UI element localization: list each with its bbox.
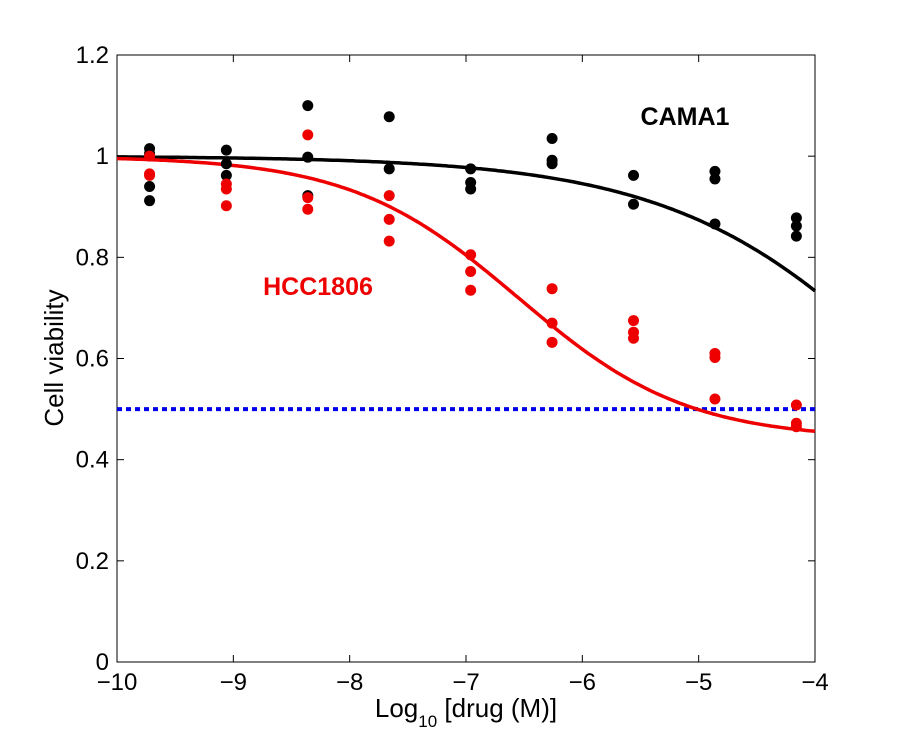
data-point-hcc1806 bbox=[302, 129, 314, 141]
y-tick-label: 0.2 bbox=[76, 548, 109, 575]
data-point-hcc1806 bbox=[465, 284, 477, 296]
y-tick-label: 1 bbox=[96, 143, 109, 170]
x-tick-label: −7 bbox=[452, 669, 479, 696]
data-point-hcc1806 bbox=[465, 249, 477, 261]
data-point-cama1 bbox=[220, 158, 232, 170]
data-point-cama1 bbox=[546, 132, 558, 144]
data-point-hcc1806 bbox=[144, 150, 156, 162]
data-point-cama1 bbox=[383, 163, 395, 175]
data-point-cama1 bbox=[709, 165, 721, 177]
y-tick-label: 0.6 bbox=[76, 346, 109, 373]
plot-area-frame bbox=[116, 54, 816, 663]
data-point-hcc1806 bbox=[383, 190, 395, 202]
data-point-cama1 bbox=[465, 163, 477, 175]
data-point-cama1 bbox=[220, 144, 232, 156]
data-point-hcc1806 bbox=[144, 169, 156, 181]
y-axis-title: Cell viability bbox=[39, 289, 69, 426]
data-point-cama1 bbox=[628, 198, 640, 210]
data-point-hcc1806 bbox=[790, 421, 802, 433]
data-point-hcc1806 bbox=[383, 235, 395, 247]
y-tick-label: 0.4 bbox=[76, 447, 109, 474]
data-point-cama1 bbox=[546, 158, 558, 170]
data-point-cama1 bbox=[383, 111, 395, 123]
x-tick-label: −10 bbox=[97, 669, 138, 696]
x-tick-label: −8 bbox=[336, 669, 363, 696]
data-point-hcc1806 bbox=[790, 399, 802, 411]
data-point-hcc1806 bbox=[709, 393, 721, 405]
data-point-hcc1806 bbox=[465, 265, 477, 277]
data-point-cama1 bbox=[302, 151, 314, 163]
data-point-hcc1806 bbox=[546, 317, 558, 329]
data-point-hcc1806 bbox=[709, 351, 721, 363]
data-point-hcc1806 bbox=[383, 213, 395, 225]
data-point-cama1 bbox=[220, 169, 232, 181]
data-point-cama1 bbox=[790, 220, 802, 232]
x-axis-title: Log10 [drug (M)] bbox=[375, 693, 557, 731]
data-point-hcc1806 bbox=[302, 203, 314, 215]
series-label-cama1: CAMA1 bbox=[641, 103, 730, 131]
y-tick-label: 0 bbox=[96, 649, 109, 676]
data-point-cama1 bbox=[465, 183, 477, 195]
x-axis-title-subscript: 10 bbox=[418, 712, 437, 731]
x-tick-label: −6 bbox=[569, 669, 596, 696]
data-points-layer bbox=[144, 100, 802, 433]
data-point-cama1 bbox=[709, 218, 721, 230]
x-tick-label: −9 bbox=[220, 669, 247, 696]
y-tick-label: 0.8 bbox=[76, 244, 109, 271]
ticks-layer: −10 −9 −8 −7 −6 −5 −4 0 0.2 0.4 0.6 0.8 1 1.2 bbox=[76, 42, 829, 696]
data-point-cama1 bbox=[709, 173, 721, 185]
data-point-cama1 bbox=[790, 212, 802, 224]
data-point-hcc1806 bbox=[302, 192, 314, 204]
data-point-cama1 bbox=[628, 169, 640, 181]
series-label-hcc1806: HCC1806 bbox=[263, 273, 373, 301]
data-point-hcc1806 bbox=[220, 200, 232, 212]
data-point-hcc1806 bbox=[546, 283, 558, 295]
x-axis-title-suffix: [drug (M)] bbox=[437, 693, 557, 723]
data-point-cama1 bbox=[144, 195, 156, 207]
data-point-cama1 bbox=[144, 181, 156, 193]
data-point-hcc1806 bbox=[546, 336, 558, 348]
data-point-hcc1806 bbox=[628, 332, 640, 344]
data-point-cama1 bbox=[302, 100, 314, 112]
x-tick-label: −4 bbox=[801, 669, 828, 696]
data-point-cama1 bbox=[790, 230, 802, 242]
data-point-hcc1806 bbox=[220, 183, 232, 195]
x-axis-title-prefix: Log bbox=[375, 693, 418, 723]
y-tick-label: 1.2 bbox=[76, 42, 109, 69]
x-tick-label: −5 bbox=[685, 669, 712, 696]
data-point-hcc1806 bbox=[628, 315, 640, 327]
